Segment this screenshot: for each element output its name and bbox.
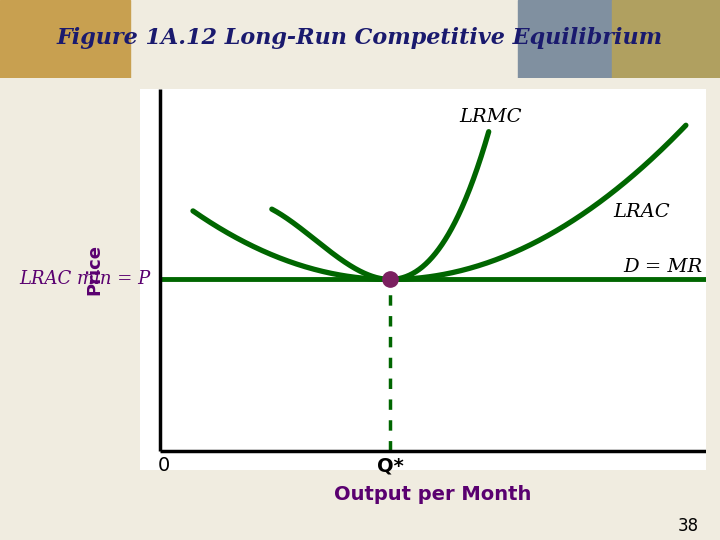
- Bar: [518, 0, 720, 78]
- Text: D = MR: D = MR: [624, 258, 702, 275]
- Text: Price: Price: [86, 245, 104, 295]
- Text: Q*: Q*: [377, 456, 403, 476]
- Bar: [0, 0, 130, 78]
- Text: LRAC: LRAC: [613, 203, 670, 221]
- Text: 0: 0: [157, 456, 169, 476]
- Text: Output per Month: Output per Month: [334, 485, 531, 504]
- Text: LRMC: LRMC: [459, 108, 522, 126]
- Text: LRAC min = P: LRAC min = P: [19, 271, 150, 288]
- Bar: [612, 0, 720, 78]
- Text: Figure 1A.12 Long-Run Competitive Equilibrium: Figure 1A.12 Long-Run Competitive Equili…: [57, 26, 663, 49]
- Text: 38: 38: [678, 517, 698, 535]
